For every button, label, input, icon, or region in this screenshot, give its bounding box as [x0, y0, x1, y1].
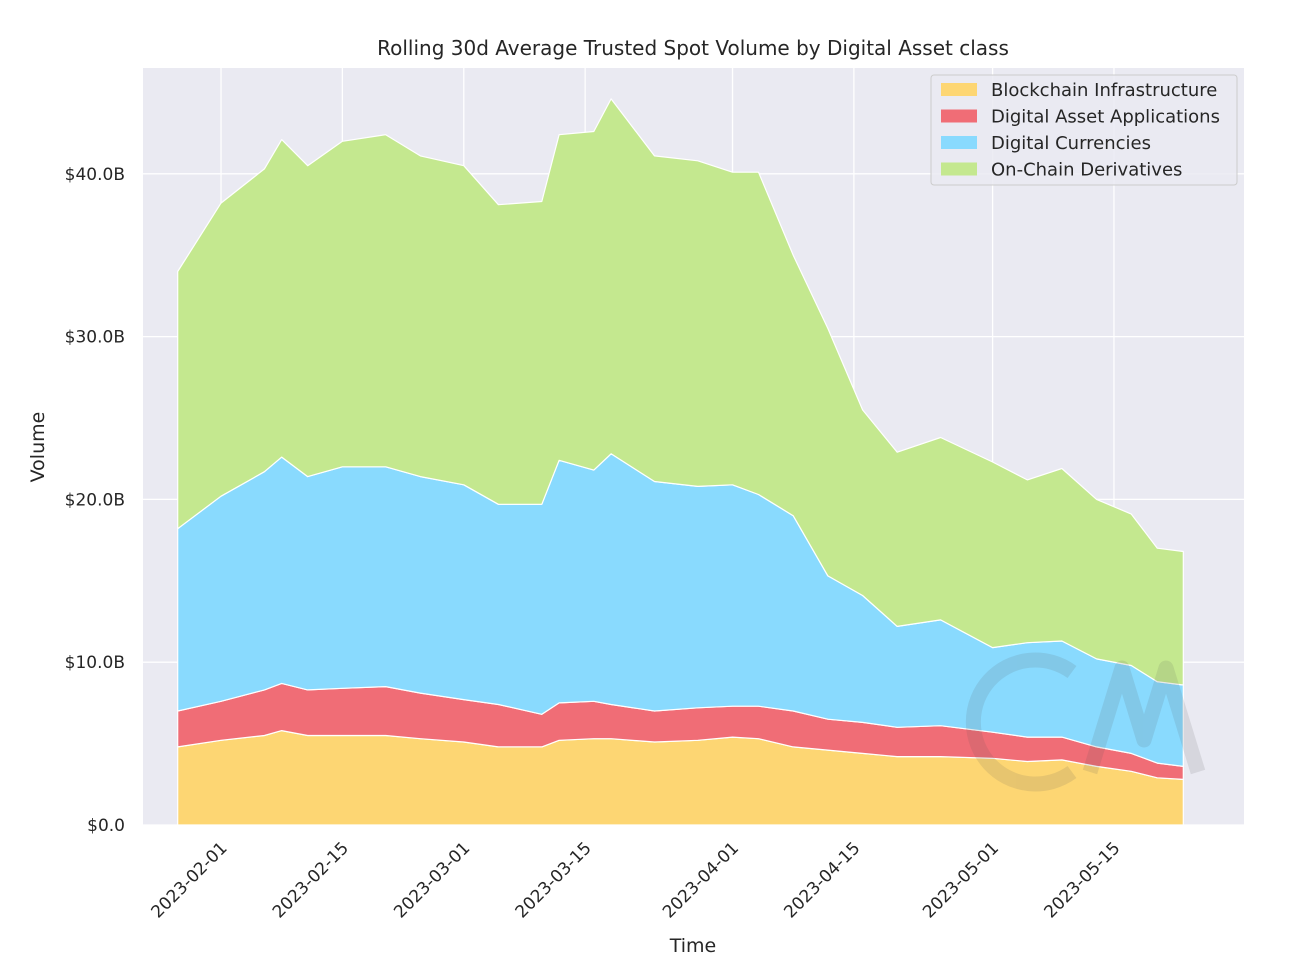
legend-swatch-blockchain-infrastructure [941, 83, 977, 96]
legend-label-digital-currencies: Digital Currencies [991, 133, 1151, 154]
x-tick-label: 2023-05-01 [919, 838, 1003, 922]
watermark-logo [965, 652, 1206, 792]
area-on-chain-derivatives [177, 98, 1184, 686]
watermark-c-shape [965, 652, 1077, 792]
y-axis-ticks: $0.0 $10.0B $20.0B $30.0B $40.0B [65, 165, 125, 836]
x-tick-label: 2023-03-15 [512, 838, 596, 922]
chart-title: Rolling 30d Average Trusted Spot Volume … [377, 36, 1009, 60]
legend-swatch-on-chain-derivatives [941, 162, 977, 176]
x-axis-label: Time [669, 935, 717, 957]
y-tick-label: $30.0B [65, 328, 125, 348]
y-axis-label: Volume [27, 412, 49, 483]
legend-swatch-digital-asset-applications [941, 109, 977, 123]
x-tick-label: 2023-02-15 [269, 838, 353, 922]
x-tick-label: 2023-04-15 [780, 838, 864, 922]
watermark-m-shape [1082, 660, 1206, 775]
legend-swatch-digital-currencies [941, 136, 977, 149]
legend: Blockchain Infrastructure Digital Asset A… [930, 74, 1238, 186]
x-tick-label: 2023-05-15 [1040, 838, 1124, 922]
x-axis-ticks: 2023-02-01 2023-02-15 2023-03-01 2023-03-15… [148, 838, 1125, 922]
x-tick-label: 2023-02-01 [148, 838, 232, 922]
legend-label-blockchain-infrastructure: Blockchain Infrastructure [991, 80, 1217, 101]
y-tick-label: $10.0B [65, 653, 125, 673]
legend-label-digital-asset-applications: Digital Asset Applications [991, 107, 1220, 128]
y-tick-label: $0.0 [87, 816, 125, 836]
stacked-areas [177, 98, 1184, 826]
legend-box [930, 74, 1238, 186]
x-tick-label: 2023-03-01 [390, 838, 474, 922]
y-tick-label: $20.0B [65, 490, 125, 510]
legend-label-on-chain-derivatives: On-Chain Derivatives [991, 160, 1182, 181]
x-tick-label: 2023-04-01 [659, 838, 743, 922]
y-tick-label: $40.0B [65, 165, 125, 185]
